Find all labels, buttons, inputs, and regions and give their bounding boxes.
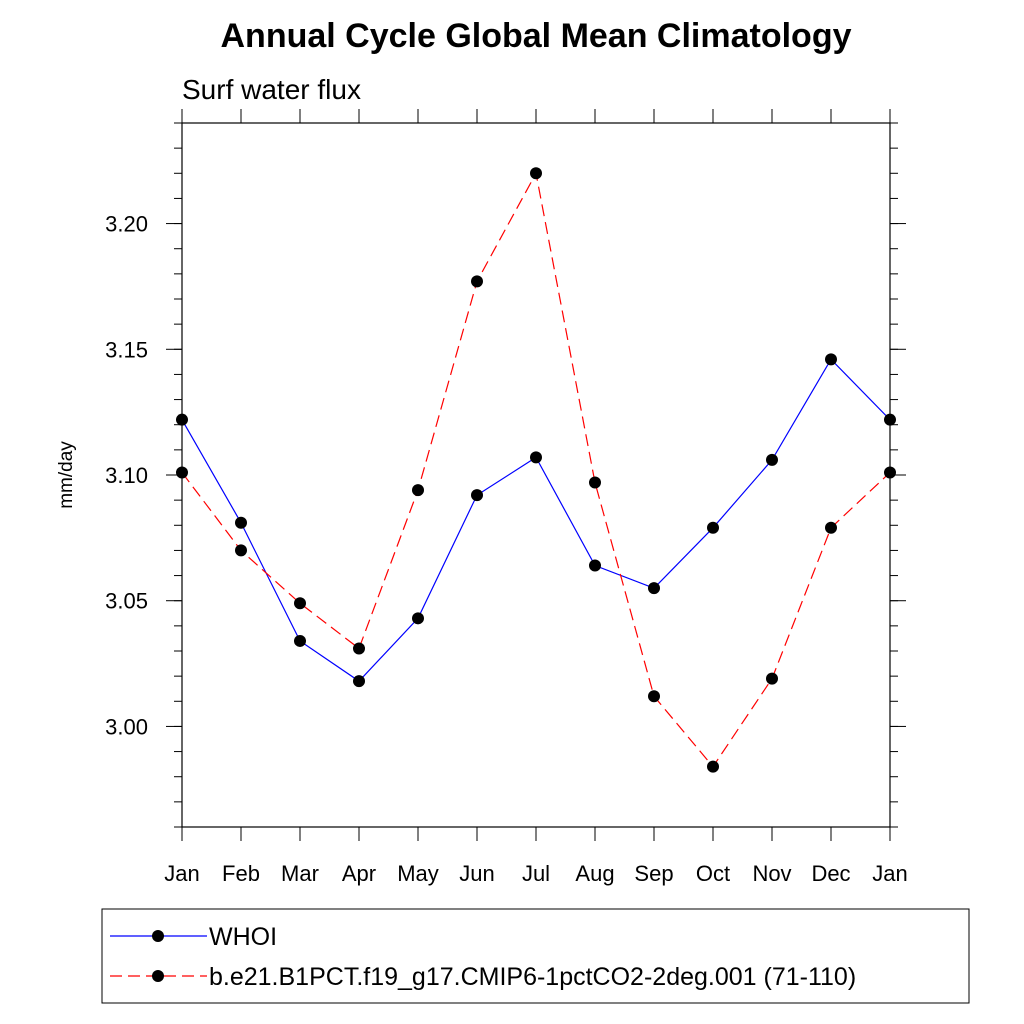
x-tick-label: Jun (459, 861, 494, 886)
data-point (235, 544, 247, 557)
data-point (589, 476, 601, 489)
data-point (530, 451, 542, 464)
plot-frame (181, 122, 891, 828)
data-point (884, 413, 896, 426)
x-tick-label: Mar (281, 861, 319, 886)
data-point (648, 690, 660, 703)
series-layer (176, 167, 896, 773)
data-point (294, 597, 306, 610)
data-point (294, 634, 306, 647)
data-point (412, 484, 424, 497)
y-tick-label: 3.10 (105, 463, 148, 488)
x-tick-label: Feb (222, 861, 260, 886)
chart-title: Annual Cycle Global Mean Climatology (221, 17, 852, 55)
axis-ticks (166, 109, 906, 841)
data-point (353, 675, 365, 688)
x-tick-label: Apr (342, 861, 376, 886)
data-point (766, 672, 778, 685)
x-axis-tick-labels: Jan Feb Mar Apr May Jun Jul Aug Sep Oct Nov Dec Jan (164, 861, 907, 886)
legend-box (101, 908, 970, 1004)
x-tick-label: Sep (634, 861, 673, 886)
y-tick-label: 3.20 (105, 212, 148, 237)
chart-subtitle: Surf water flux (182, 74, 361, 105)
data-point (707, 760, 719, 773)
data-point (589, 559, 601, 572)
data-point (648, 582, 660, 595)
x-tick-label: May (397, 861, 439, 886)
data-point (884, 466, 896, 479)
x-tick-label: Jan (872, 861, 907, 886)
data-point (766, 453, 778, 466)
data-point (707, 521, 719, 534)
y-tick-label: 3.15 (105, 337, 148, 362)
data-point (471, 489, 483, 502)
legend: WHOI b.e21.B1PCT.f19_g17.CMIP6-1pctCO2-2d… (110, 923, 856, 991)
x-tick-label: Nov (752, 861, 791, 886)
y-tick-label: 3.00 (105, 714, 148, 739)
data-point (353, 642, 365, 655)
y-tick-label: 3.05 (105, 589, 148, 614)
data-point (235, 516, 247, 529)
x-tick-label: Dec (811, 861, 850, 886)
legend-marker-1 (152, 970, 164, 982)
y-axis-label: mm/day (56, 441, 77, 509)
legend-label-0: WHOI (209, 923, 277, 951)
series-line-whoi (181, 358, 891, 682)
data-point (471, 275, 483, 288)
y-axis-tick-labels: 3.00 3.05 3.10 3.15 3.20 (105, 212, 148, 740)
x-tick-label: Jul (522, 861, 550, 886)
x-tick-label: Oct (696, 861, 730, 886)
data-point (825, 521, 837, 534)
x-tick-label: Aug (575, 861, 614, 886)
data-point (412, 612, 424, 625)
legend-marker-0 (152, 930, 164, 942)
legend-label-1: b.e21.B1PCT.f19_g17.CMIP6-1pctCO2-2deg.0… (209, 963, 856, 991)
x-tick-label: Jan (164, 861, 199, 886)
series-line-model (181, 171, 891, 768)
data-point (530, 167, 542, 180)
data-point (176, 413, 188, 426)
data-point (176, 466, 188, 479)
data-point (825, 353, 837, 366)
